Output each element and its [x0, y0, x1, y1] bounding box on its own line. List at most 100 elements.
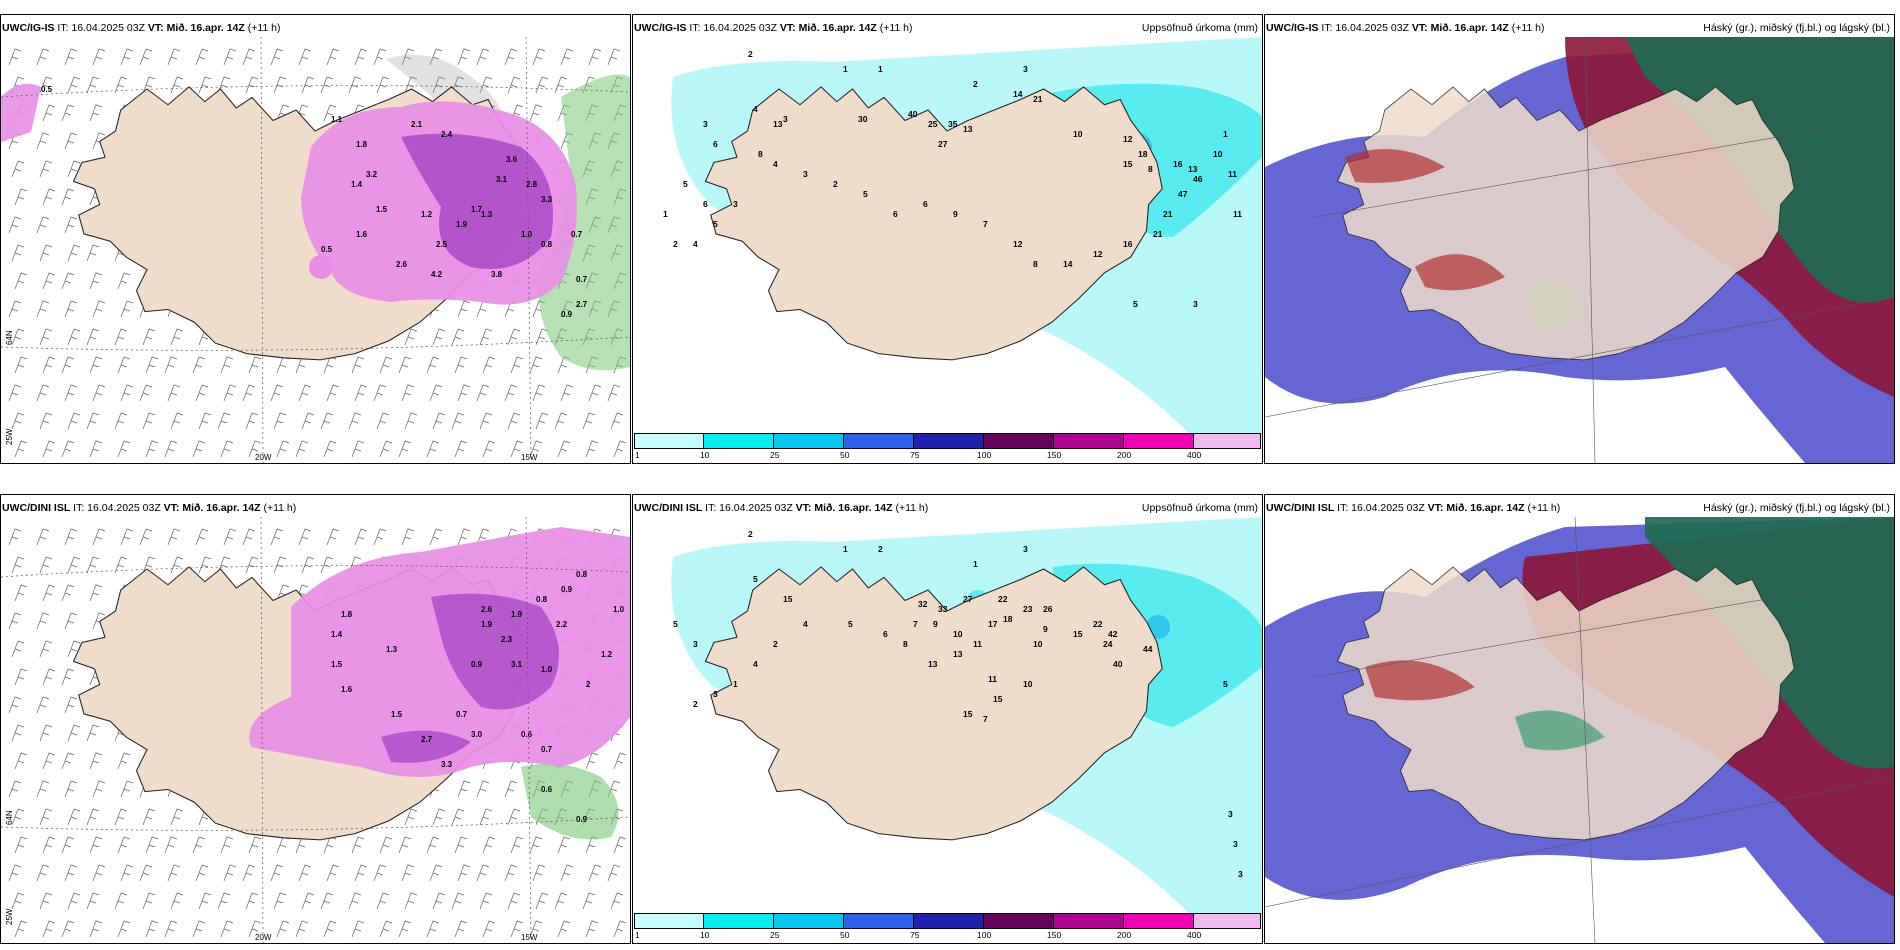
wind-barb	[532, 384, 546, 402]
snow-value-label: 0.7	[576, 275, 588, 284]
wind-barb	[14, 584, 28, 602]
precip-value-label: 1	[1223, 129, 1228, 139]
wind-barb	[560, 48, 574, 66]
wind-barb	[426, 440, 440, 458]
wind-barb	[164, 920, 178, 938]
wind-barb	[588, 384, 602, 402]
snow-value-label: 2	[586, 680, 591, 689]
wind-barb	[36, 300, 50, 318]
wind-barb	[404, 892, 418, 910]
wind-barb	[429, 864, 443, 882]
precip-value-label: 1	[973, 559, 978, 569]
wind-barb	[426, 920, 440, 938]
wind-barb	[432, 808, 446, 826]
precip-value-label: 3	[733, 199, 738, 209]
precip-value-label: 3	[1023, 544, 1028, 554]
wind-barb	[142, 328, 156, 346]
precip-value-label: 9	[1043, 624, 1048, 634]
wind-barb	[429, 384, 443, 402]
wind-barb	[192, 836, 206, 854]
map-panel-dini-snow: UWC/DINI ISL IT: 16.04.2025 03Z VT: Mið.…	[0, 494, 631, 944]
wind-barb	[89, 272, 103, 290]
wind-barb	[195, 528, 209, 546]
precip-value-label: 3	[713, 689, 718, 699]
wind-barb	[67, 76, 81, 94]
snow-value-label: 0.7	[456, 710, 468, 719]
precip-value-label: 15	[783, 594, 793, 604]
lon-label-20w: 20W	[255, 933, 272, 942]
colorbar: 1 10 25 50 75 100 150 200 400	[634, 913, 1261, 940]
wind-barb	[320, 556, 334, 574]
wind-barb	[67, 892, 81, 910]
wind-barb	[429, 528, 443, 546]
wind-barb	[351, 920, 365, 938]
wind-barb	[248, 356, 262, 374]
snow-value-label: 0.8	[576, 570, 588, 579]
precip-value-label: 2	[673, 239, 678, 249]
wind-barb	[86, 892, 100, 910]
snow-value-label: 2.7	[421, 735, 433, 744]
snow-area-inner	[401, 133, 553, 269]
precip-value-label: 23	[1023, 604, 1033, 614]
precip-value-label: 6	[703, 199, 708, 209]
colorbar-tick: 10	[700, 450, 710, 460]
wind-barb	[139, 864, 153, 882]
precip-value-label: 14	[1013, 89, 1023, 99]
precip-value-label: 2	[748, 529, 753, 539]
snow-value-label: 1.6	[356, 230, 368, 239]
panel-title: Háský (gr.), miðský (fj.bl.) og lágský (…	[1703, 502, 1890, 514]
panel-title: Háský (gr.), miðský (fj.bl.) og lágský (…	[1703, 22, 1890, 34]
wind-barb	[273, 76, 287, 94]
wind-barb	[607, 48, 621, 66]
wind-barb	[348, 892, 362, 910]
snow-area-outer	[249, 527, 630, 777]
wind-barb	[164, 836, 178, 854]
colorbar-tick: 400	[1187, 930, 1202, 940]
lon-label-15w: 15W	[521, 453, 538, 462]
wind-barb	[89, 440, 103, 458]
wind-barb	[39, 556, 53, 574]
wind-barb	[432, 76, 446, 94]
wind-barb	[529, 356, 543, 374]
wind-barb	[398, 836, 412, 854]
snow-value-label: 2.7	[576, 300, 588, 309]
precip-value-label: 12	[1093, 249, 1103, 259]
snow-wind-map: 0.8 0.9 1.9 1.0 2.6 0.8 1.9 1.8 1.4 1.5 2.3 2.2 1.6 3…	[1, 517, 630, 943]
wind-barb	[117, 920, 131, 938]
map-panel-igis-precip: UWC/IG-IS IT: 16.04.2025 03Z VT: Mið. 16…	[632, 14, 1263, 464]
precip-value-label: 25	[928, 119, 938, 129]
wind-barb	[42, 104, 56, 122]
wind-barb	[120, 780, 134, 798]
wind-barb	[529, 920, 543, 938]
snow-value-label: 3.6	[506, 155, 518, 164]
precip-value-label: 5	[1133, 299, 1138, 309]
precip-value-label: 26	[1043, 604, 1053, 614]
wind-barb	[245, 556, 259, 574]
wind-barb	[326, 48, 340, 66]
colorbar-tick: 1	[635, 930, 640, 940]
snow-value-label: 2.5	[436, 240, 448, 249]
wind-barb	[139, 528, 153, 546]
wind-barb	[248, 920, 262, 938]
snow-value-label: 0.8	[541, 240, 553, 249]
wind-barb	[145, 836, 159, 854]
snow-value-label: 1.1	[331, 115, 343, 124]
precip-value-label: 11	[1233, 209, 1242, 219]
wind-barb	[192, 440, 206, 458]
wind-barb	[451, 892, 465, 910]
wind-barb	[613, 440, 627, 458]
wind-barb	[36, 864, 50, 882]
wind-barb	[67, 160, 81, 178]
wind-barb	[245, 76, 259, 94]
wind-barb	[11, 640, 25, 658]
wind-barb	[89, 356, 103, 374]
wind-barb	[139, 384, 153, 402]
precip-value-label: 40	[908, 109, 918, 119]
wind-barb	[36, 216, 50, 234]
wind-barb	[351, 836, 365, 854]
wind-barb	[114, 328, 128, 346]
snow-value-label: 3.1	[511, 660, 523, 669]
wind-barb	[457, 48, 471, 66]
wind-barb	[36, 384, 50, 402]
wind-barb	[376, 892, 390, 910]
